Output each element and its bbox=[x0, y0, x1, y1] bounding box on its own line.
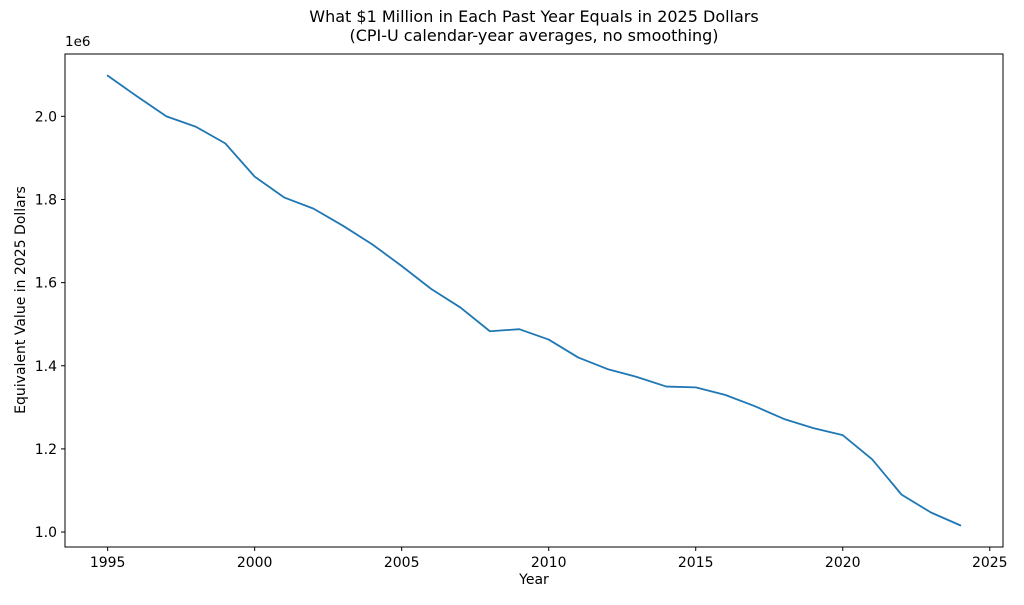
y-tick-label: 1.0 bbox=[35, 525, 57, 541]
chart-title-block: What $1 Million in Each Past Year Equals… bbox=[65, 7, 1003, 45]
y-tick-label: 1.8 bbox=[35, 192, 57, 208]
axes-spines bbox=[64, 53, 1004, 548]
line-series bbox=[106, 74, 962, 527]
y-tick-label: 1.4 bbox=[35, 359, 57, 375]
x-axis-label: Year bbox=[519, 572, 549, 588]
y-tick-label: 2.0 bbox=[35, 109, 57, 125]
x-tick-label: 2015 bbox=[678, 555, 714, 571]
axes-tick-labels: 1995 2000 2005 2010 2015 2020 2025 1.0 1.2 1.4 1.6… bbox=[35, 109, 1008, 571]
y-tick-label: 1.6 bbox=[35, 276, 57, 292]
y-tick-label: 1.2 bbox=[35, 442, 57, 458]
x-tick-label: 1995 bbox=[90, 555, 126, 571]
x-tick-label: 2020 bbox=[825, 555, 861, 571]
plot-area-border bbox=[64, 53, 1004, 548]
chart-subtitle: (CPI-U calendar-year averages, no smooth… bbox=[349, 26, 719, 45]
axes-ticks bbox=[61, 115, 991, 551]
x-tick-label: 2010 bbox=[531, 555, 567, 571]
chart-title: What $1 Million in Each Past Year Equals… bbox=[309, 7, 759, 26]
x-tick-label: 2000 bbox=[237, 555, 273, 571]
data-line bbox=[106, 74, 962, 527]
x-tick-label: 2005 bbox=[384, 555, 420, 571]
y-axis-label: Equivalent Value in 2025 Dollars bbox=[13, 186, 29, 414]
y-axis-offset-label: 1e6 bbox=[65, 34, 91, 50]
x-tick-label: 2025 bbox=[972, 555, 1008, 571]
